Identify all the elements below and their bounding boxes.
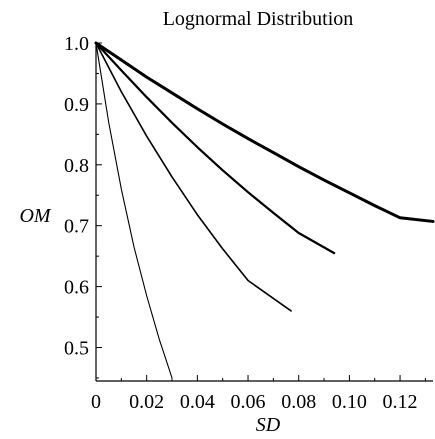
y-tick-label: 0.5 (64, 338, 89, 360)
x-tick-label: 0.06 (231, 391, 266, 413)
y-tick-label: 1.0 (64, 33, 89, 55)
x-tick-label: 0 (91, 391, 101, 413)
y-ticks: 0.5 0.6 0.7 0.8 0.9 1.0 (64, 33, 102, 379)
x-tick-label: 0.10 (332, 391, 367, 413)
y-tick-label: 0.8 (64, 155, 89, 177)
y-axis-label: OM (19, 205, 51, 227)
series-line-3 (95, 42, 292, 312)
series-line-2 (94, 41, 336, 255)
chart-title: Lognormal Distribution (163, 8, 354, 30)
series-line-1 (94, 41, 435, 223)
x-ticks: 0 0.02 0.04 0.06 0.08 0.10 0.12 (91, 375, 426, 413)
x-tick-label: 0.04 (180, 391, 215, 413)
x-tick-label: 0.08 (281, 391, 316, 413)
series-line-4 (95, 42, 173, 379)
x-tick-label: 0.02 (129, 391, 164, 413)
x-tick-label: 0.12 (383, 391, 418, 413)
y-tick-label: 0.6 (64, 277, 89, 299)
series-layer (94, 41, 435, 379)
x-axis-label: SD (256, 414, 281, 436)
y-tick-label: 0.9 (64, 94, 89, 116)
y-tick-label: 0.7 (64, 216, 89, 238)
